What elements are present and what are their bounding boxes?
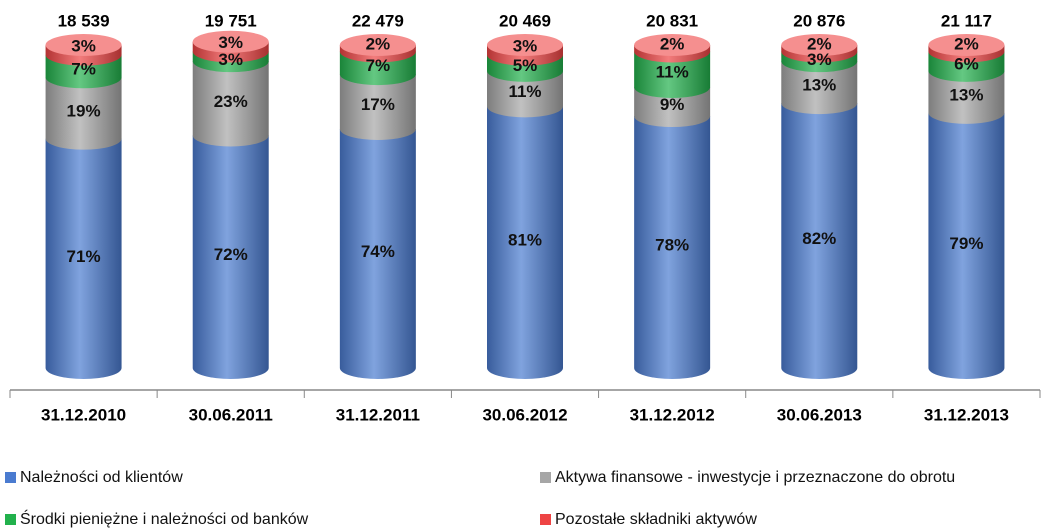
data-label: 6%: [954, 55, 979, 74]
bar-segment: [339, 74, 416, 140]
data-label: 74%: [361, 242, 395, 261]
legend-label: Należności od klientów: [20, 469, 183, 486]
total-label: 20 831: [646, 11, 698, 30]
data-label: 3%: [218, 50, 243, 69]
data-label: 72%: [214, 245, 248, 264]
bar-segment: [634, 86, 711, 128]
bar-top: [781, 34, 858, 56]
data-label: 2%: [660, 35, 685, 54]
bar-segment: [634, 51, 711, 98]
bar-segment: [192, 135, 269, 379]
bar-top: [339, 34, 416, 56]
x-tick-label: 30.06.2013: [777, 405, 862, 424]
data-label: 19%: [67, 101, 101, 120]
bar-top: [45, 34, 122, 56]
total-label: 18 539: [58, 11, 110, 30]
bar-segment: [192, 61, 269, 147]
data-label: 11%: [508, 82, 541, 101]
total-label: 21 117: [941, 11, 992, 30]
total-label: 20 876: [793, 11, 845, 30]
bar-segment: [45, 138, 122, 379]
data-label: 3%: [71, 36, 96, 55]
bar-segment: [45, 77, 122, 150]
data-label: 23%: [214, 92, 248, 111]
data-label: 5%: [513, 56, 538, 75]
legend-label: Środki pieniężne i należności od banków: [20, 509, 309, 528]
data-label: 17%: [361, 95, 395, 114]
data-label: 13%: [949, 85, 983, 104]
data-label: 78%: [655, 236, 689, 255]
data-label: 2%: [954, 35, 979, 54]
bar-segment: [928, 112, 1005, 380]
data-label: 13%: [802, 76, 836, 95]
data-label: 81%: [508, 231, 542, 250]
bar-segment: [781, 61, 858, 115]
bar-segment: [928, 70, 1005, 124]
bar-segment: [487, 106, 563, 380]
total-label: 20 469: [499, 11, 551, 30]
data-label: 3%: [807, 50, 832, 69]
data-label: 3%: [218, 33, 243, 52]
legend-swatch: [540, 472, 551, 483]
data-label: 79%: [949, 234, 983, 253]
x-tick-label: 31.12.2011: [336, 405, 420, 424]
data-label: 2%: [807, 35, 832, 54]
x-tick-label: 31.12.2012: [630, 405, 715, 424]
bar-segment: [487, 70, 563, 118]
x-tick-label: 30.06.2011: [189, 405, 273, 424]
data-label: 7%: [71, 59, 96, 78]
x-tick-label: 31.12.2013: [924, 405, 1009, 424]
legend-swatch: [540, 514, 551, 525]
data-label: 3%: [513, 36, 538, 55]
legend-swatch: [5, 514, 16, 525]
data-label: 71%: [67, 247, 101, 266]
total-label: 19 751: [205, 11, 257, 30]
total-label: 22 479: [352, 11, 404, 30]
bar-segment: [634, 116, 711, 380]
data-label: 9%: [660, 95, 685, 114]
x-tick-label: 30.06.2012: [482, 405, 567, 424]
bar-segment: [339, 128, 416, 380]
x-tick-label: 31.12.2010: [41, 405, 126, 424]
data-label: 82%: [802, 229, 836, 248]
data-label: 11%: [656, 63, 689, 82]
legend-label: Aktywa finansowe - inwestycje i przeznac…: [555, 469, 955, 486]
bar-top: [192, 30, 269, 53]
data-label: 7%: [366, 56, 391, 75]
bar-segment: [781, 103, 858, 380]
bar-top: [487, 34, 563, 56]
legend-label: Pozostałe składniki aktywów: [555, 511, 757, 528]
bar-top: [928, 34, 1005, 56]
bar-top: [634, 34, 711, 56]
legend-swatch: [5, 472, 16, 483]
data-label: 2%: [366, 35, 391, 54]
